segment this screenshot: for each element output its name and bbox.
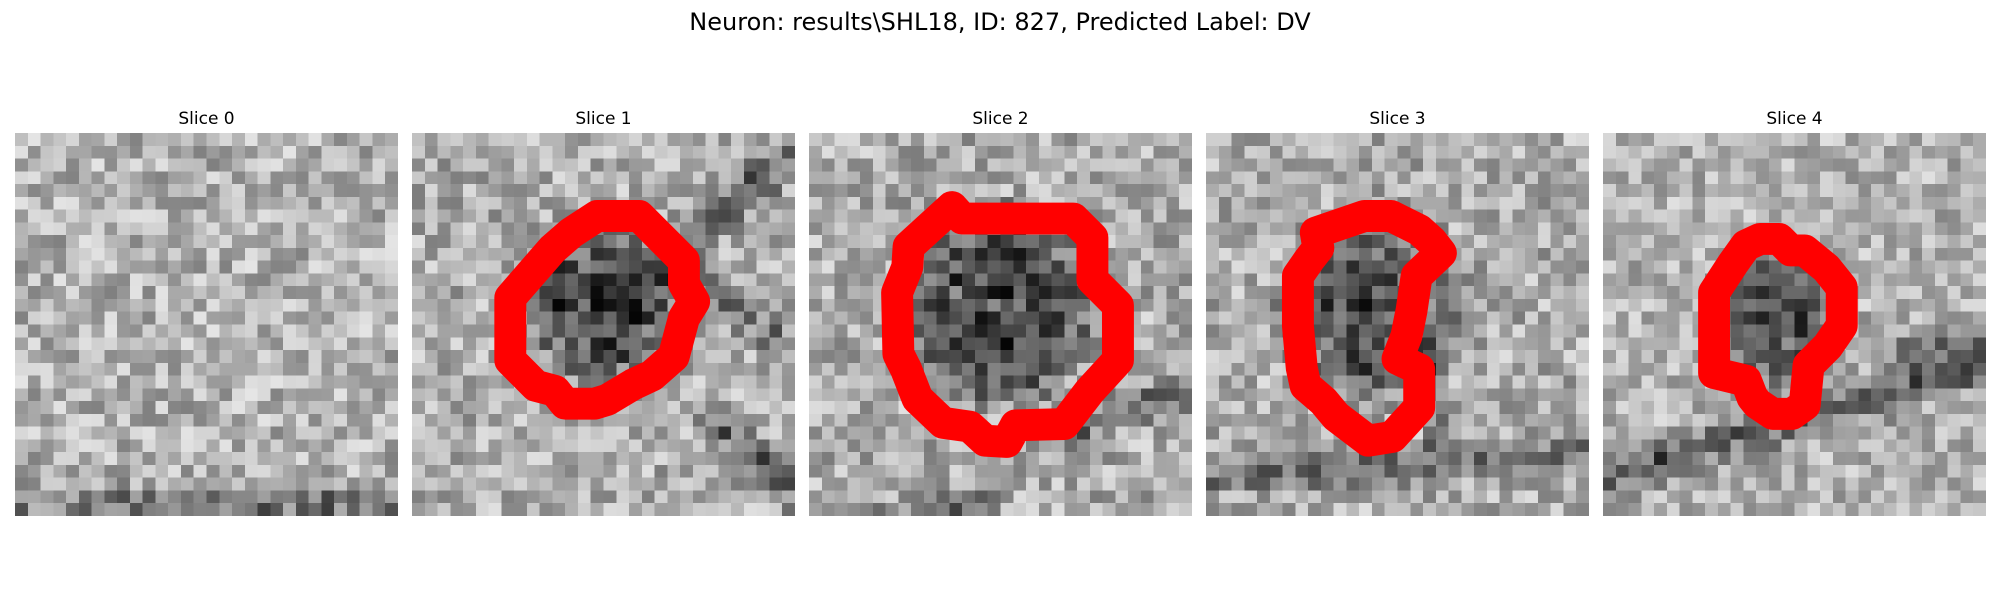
slice-panel-0: Slice 0 xyxy=(15,108,398,516)
slice-title-2: Slice 2 xyxy=(972,109,1029,129)
figure-title: Neuron: results\SHL18, ID: 827, Predicte… xyxy=(689,8,1311,36)
slice-panel-2: Slice 2 xyxy=(809,108,1192,516)
slice-panel-1: Slice 1 xyxy=(412,108,795,516)
slice-image-2 xyxy=(809,133,1192,516)
slice-title-1: Slice 1 xyxy=(575,109,632,129)
roi-contour-4 xyxy=(1698,223,1858,430)
roi-contour-2 xyxy=(881,191,1134,458)
slice-panel-3: Slice 3 xyxy=(1206,108,1589,516)
slice-image-4 xyxy=(1603,133,1986,516)
slice-panel-4: Slice 4 xyxy=(1603,108,1986,516)
slice-image-1 xyxy=(412,133,795,516)
slice-image-3 xyxy=(1206,133,1589,516)
slice-image-0 xyxy=(15,133,398,516)
roi-contour-3 xyxy=(1281,200,1457,457)
slice-title-3: Slice 3 xyxy=(1369,109,1426,129)
roi-contour-1 xyxy=(494,200,711,420)
slice-title-0: Slice 0 xyxy=(178,109,235,129)
slice-title-4: Slice 4 xyxy=(1766,109,1823,129)
